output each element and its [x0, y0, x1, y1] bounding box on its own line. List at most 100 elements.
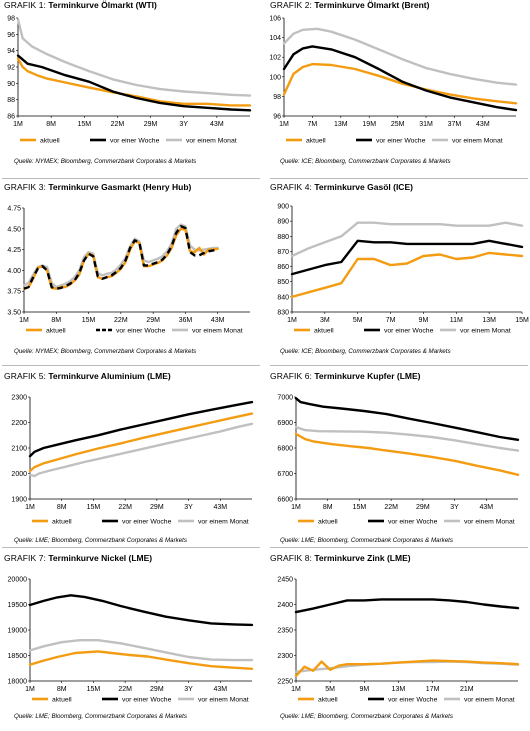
chart-title-text: Terminkurve Kupfer (LME) — [314, 371, 421, 381]
x-tick-label: 29M — [416, 504, 430, 511]
x-tick-label: 15M — [82, 317, 96, 324]
legend-label: aktuell — [314, 328, 334, 335]
y-tick-label: 92 — [7, 65, 15, 72]
series-line-1 — [282, 62, 518, 105]
chart-title: GRAFIK 4: Terminkurve Gasöl (ICE) — [270, 182, 413, 192]
x-tick-label: 15M — [87, 686, 101, 693]
y-tick-label: 104 — [269, 35, 281, 42]
chart-title-text: Terminkurve Zink (LME) — [314, 553, 411, 563]
series-line-2 — [294, 598, 520, 614]
chart-panel-2: GRAFIK 2: Terminkurve Ölmarkt (Brent) 96… — [268, 0, 528, 178]
chart-panel-4: GRAFIK 4: Terminkurve Gasöl (ICE) 830 840… — [268, 182, 529, 360]
chart-title: GRAFIK 8: Terminkurve Zink (LME) — [270, 553, 411, 563]
x-tick-label: 29M — [150, 686, 164, 693]
x-tick-label: 11M — [450, 317, 463, 324]
x-tick-label: 37M — [448, 121, 462, 128]
y-tick-label: 2450 — [277, 577, 293, 584]
grafik-label: GRAFIK 8: — [270, 553, 312, 563]
legend-label: vor einer Woche — [376, 138, 426, 145]
x-tick-label: 9M — [419, 317, 429, 324]
x-tick-label: 8M — [57, 504, 67, 511]
x-tick-label: 9M — [359, 686, 369, 693]
x-tick-label: 1M — [25, 686, 35, 693]
chart-panel-6: GRAFIK 6: Terminkurve Kupfer (LME) 6600 6… — [268, 371, 528, 549]
x-tick-label: 3M — [320, 317, 330, 324]
y-tick-label: 6700 — [277, 471, 293, 478]
y-tick-label: 850 — [277, 279, 289, 286]
chart-source: Quelle: LME; Bloomberg, Commerzbank Corp… — [14, 713, 187, 720]
grafik-label: GRAFIK 1: — [4, 0, 46, 10]
legend-label: vor einer Woche — [110, 138, 160, 145]
chart-svg: 6600 6700 6800 6900 7000 1M 8M 15M 22M 29M 3Y 43M ak… — [277, 395, 520, 526]
separator — [270, 178, 528, 179]
chart-svg: 18000 18500 19000 19500 20000 1M 8M 15M 22M 29M 3Y… — [8, 577, 254, 704]
x-tick-label: 1M — [279, 121, 289, 128]
chart-source: Quelle: ICE; Bloomberg, Commerzbank Corp… — [280, 348, 451, 355]
grafik-label: GRAFIK 5: — [4, 371, 46, 381]
chart-title-text: Terminkurve Gasmarkt (Henry Hub) — [48, 182, 192, 192]
y-tick-label: 2100 — [11, 446, 27, 453]
y-tick-label: 900 — [277, 204, 289, 211]
x-tick-label: 8M — [57, 686, 67, 693]
series-line-1 — [294, 659, 520, 678]
series-line-3 — [290, 221, 524, 258]
legend-label: vor einem Monat — [452, 138, 503, 145]
chart-svg: 3.50 3.75 4.00 4.25 4.50 4.75 1M 8M 15M 22M 29M 36M… — [7, 206, 250, 335]
legend-label: aktuell — [318, 697, 338, 704]
x-tick-label: 25M — [391, 121, 405, 128]
y-tick-label: 96 — [273, 114, 281, 121]
y-tick-label: 102 — [269, 55, 281, 62]
x-tick-label: 15M — [353, 504, 367, 511]
x-tick-label: 1M — [25, 504, 35, 511]
series-line-2 — [16, 54, 252, 112]
x-tick-label: 31M — [419, 121, 433, 128]
legend-label: vor einem Monat — [198, 519, 249, 526]
x-tick-label: 19M — [362, 121, 376, 128]
y-tick-label: 7000 — [277, 395, 293, 402]
y-tick-label: 2250 — [277, 679, 293, 686]
y-tick-label: 2200 — [11, 420, 27, 427]
y-tick-label: 1900 — [11, 497, 27, 504]
x-tick-label: 1M — [13, 121, 23, 128]
y-tick-label: 6800 — [277, 446, 293, 453]
x-tick-label: 8M — [51, 317, 61, 324]
x-tick-label: 43M — [479, 504, 493, 511]
y-tick-label: 98 — [273, 94, 281, 101]
chart-title-text: Terminkurve Gasöl (ICE) — [314, 182, 413, 192]
chart-panel-1: GRAFIK 1: Terminkurve Ölmarkt (WTI) 86 88… — [2, 0, 262, 178]
grafik-label: GRAFIK 4: — [270, 182, 312, 192]
x-tick-label: 15M — [77, 121, 91, 128]
chart-title-text: Terminkurve Ölmarkt (Brent) — [314, 0, 430, 10]
x-tick-label: 43M — [213, 504, 227, 511]
y-tick-label: 2400 — [277, 602, 293, 609]
grafik-label: GRAFIK 6: — [270, 371, 312, 381]
x-tick-label: 21M — [460, 686, 474, 693]
y-tick-label: 860 — [277, 264, 289, 271]
chart-svg: 830 840 850 860 870 880 890 900 1M 3M 5M 7M 9M 11M 13M… — [277, 204, 529, 335]
chart-panel-8: GRAFIK 8: Terminkurve Zink (LME) 2250 230… — [268, 553, 528, 731]
y-tick-label: 6600 — [277, 497, 293, 504]
chart-source: Quelle: LME; Bloomberg, Commerzbank Corp… — [280, 713, 453, 720]
y-tick-label: 86 — [7, 114, 15, 121]
legend-label: vor einer Woche — [116, 328, 166, 335]
x-tick-label: 17M — [426, 686, 440, 693]
legend-label: vor einem Monat — [464, 697, 515, 704]
x-tick-label: 29M — [150, 504, 164, 511]
chart-svg: 96 98 100 102 104 106 1M 7M 13M 19M 25M 31M 37M 43M ak… — [269, 16, 518, 145]
y-tick-label: 106 — [269, 16, 281, 23]
x-tick-label: 22M — [118, 504, 132, 511]
x-tick-label: 43M — [213, 686, 227, 693]
series-line-2 — [290, 239, 524, 276]
y-tick-label: 90 — [7, 81, 15, 88]
chart-panel-5: GRAFIK 5: Terminkurve Aluminium (LME) 19… — [2, 371, 262, 549]
legend-label: vor einem Monat — [198, 697, 249, 704]
y-tick-label: 830 — [277, 310, 289, 317]
x-tick-label: 3Y — [450, 504, 459, 511]
legend-label: vor einem Monat — [464, 519, 515, 526]
x-tick-label: 5M — [353, 317, 363, 324]
y-tick-label: 880 — [277, 234, 289, 241]
y-tick-label: 2350 — [277, 628, 293, 635]
legend-label: aktuell — [40, 138, 60, 145]
y-tick-label: 6900 — [277, 420, 293, 427]
series-line-2 — [23, 225, 218, 290]
